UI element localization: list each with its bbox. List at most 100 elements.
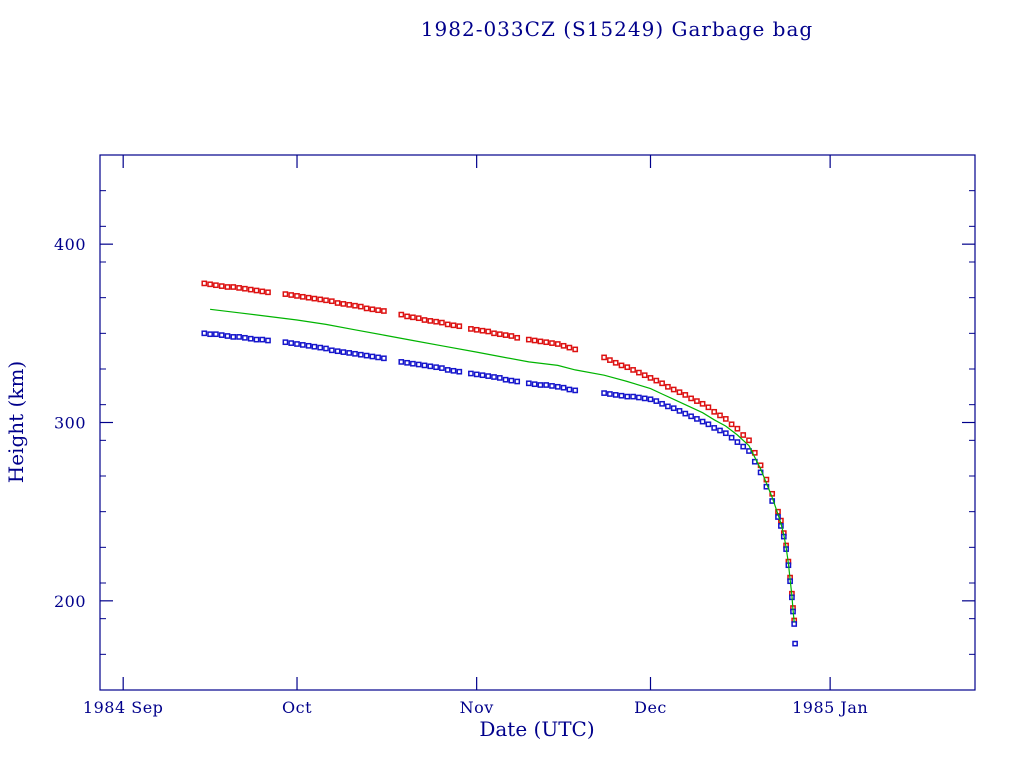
apogee-point [734, 425, 741, 432]
perigee-point [636, 394, 642, 401]
perigee-point [717, 427, 723, 434]
perigee-point [618, 392, 625, 399]
apogee-point [641, 372, 648, 379]
perigee-point [496, 375, 503, 381]
apogee-point [665, 383, 671, 390]
apogee-point [502, 332, 509, 338]
perigee-point [369, 353, 376, 360]
apogee-point [496, 331, 503, 338]
perigee-point [572, 387, 579, 394]
perigee-point [375, 354, 381, 361]
perigee-point [236, 334, 242, 340]
apogee-point [682, 392, 689, 398]
perigee-point [288, 340, 295, 346]
apogee-point [323, 297, 329, 304]
perigee-point [676, 408, 683, 414]
apogee-point [340, 301, 347, 307]
apogee-point [491, 330, 497, 337]
apogee-point [369, 306, 376, 313]
perigee-point [641, 395, 648, 402]
perigee-point [502, 376, 509, 383]
perigee-point [340, 349, 347, 355]
perigee-point [647, 396, 654, 403]
apogee-point [334, 300, 341, 306]
apogee-point [647, 375, 654, 381]
perigee-point [682, 410, 689, 417]
apogee-point [694, 398, 700, 404]
perigee-point [433, 364, 439, 371]
perigee-point [218, 332, 225, 338]
perigee-point [722, 430, 729, 437]
perigee-point [317, 344, 324, 351]
perigee-point [346, 350, 353, 356]
apogee-point [537, 338, 544, 345]
apogee-point [630, 367, 636, 373]
apogee-point [218, 283, 225, 289]
perigee-point [485, 373, 492, 379]
perigee-point [404, 359, 410, 366]
perigee-point [791, 621, 798, 627]
perigee-point [607, 391, 613, 397]
perigee-point [207, 331, 213, 338]
apogee-point [670, 386, 677, 393]
apogee-point [711, 408, 718, 415]
perigee-point [213, 331, 219, 338]
perigee-point [630, 393, 636, 400]
apogee-point [410, 314, 416, 321]
apogee-point [294, 293, 300, 299]
apogee-point [485, 328, 492, 335]
apogee-point [375, 307, 381, 314]
perigee-point [224, 333, 231, 339]
perigee-point [410, 360, 416, 367]
x-tick-label: Nov [460, 698, 494, 717]
apogee-point [618, 362, 625, 369]
perigee-point [427, 363, 434, 370]
perigee-point [537, 382, 544, 388]
perigee-point [479, 372, 486, 379]
apogee-point [381, 308, 387, 314]
apogee-point [421, 317, 428, 323]
apogee-point [473, 326, 480, 333]
plot-box [99, 154, 976, 691]
apogee-point [554, 341, 561, 347]
apogee-point [601, 354, 607, 361]
perigee-point [694, 416, 700, 422]
apogee-point [265, 289, 271, 296]
apogee-point [450, 322, 457, 329]
perigee-point [612, 392, 619, 398]
mean-line [210, 308, 795, 623]
apogee-point [699, 400, 706, 407]
apogee-point [398, 311, 405, 318]
perigee-point [299, 342, 306, 348]
apogee-point [717, 412, 723, 419]
perigee-point [415, 361, 422, 368]
perigee-point [624, 393, 631, 400]
apogee-point [201, 280, 208, 287]
apogee-point [705, 404, 712, 411]
perigee-point [456, 368, 463, 375]
perigee-point [247, 335, 254, 342]
y-tick-label: 400 [54, 235, 86, 254]
apogee-point [230, 284, 237, 290]
apogee-point [636, 369, 642, 376]
x-tick-label: Oct [282, 698, 312, 717]
apogee-point [659, 380, 665, 387]
apogee-point [612, 359, 619, 366]
apogee-point [346, 301, 353, 308]
perigee-point [357, 351, 364, 358]
perigee-point [659, 400, 665, 407]
apogee-point [352, 302, 358, 309]
y-axis-label: Height (km) [4, 360, 28, 484]
apogee-point [259, 288, 266, 295]
apogee-point [456, 323, 463, 330]
x-tick-label: 1985 Jan [792, 698, 868, 717]
perigee-point [699, 418, 706, 425]
apogee-point [653, 377, 660, 384]
apogee-point [722, 416, 729, 422]
perigee-point [728, 434, 735, 441]
apogee-point [317, 296, 324, 303]
chart-title: 1982-033CZ (S15249) Garbage bag [420, 17, 814, 41]
perigee-point [265, 337, 271, 344]
perigee-point [230, 334, 237, 340]
apogee-point [427, 318, 434, 324]
